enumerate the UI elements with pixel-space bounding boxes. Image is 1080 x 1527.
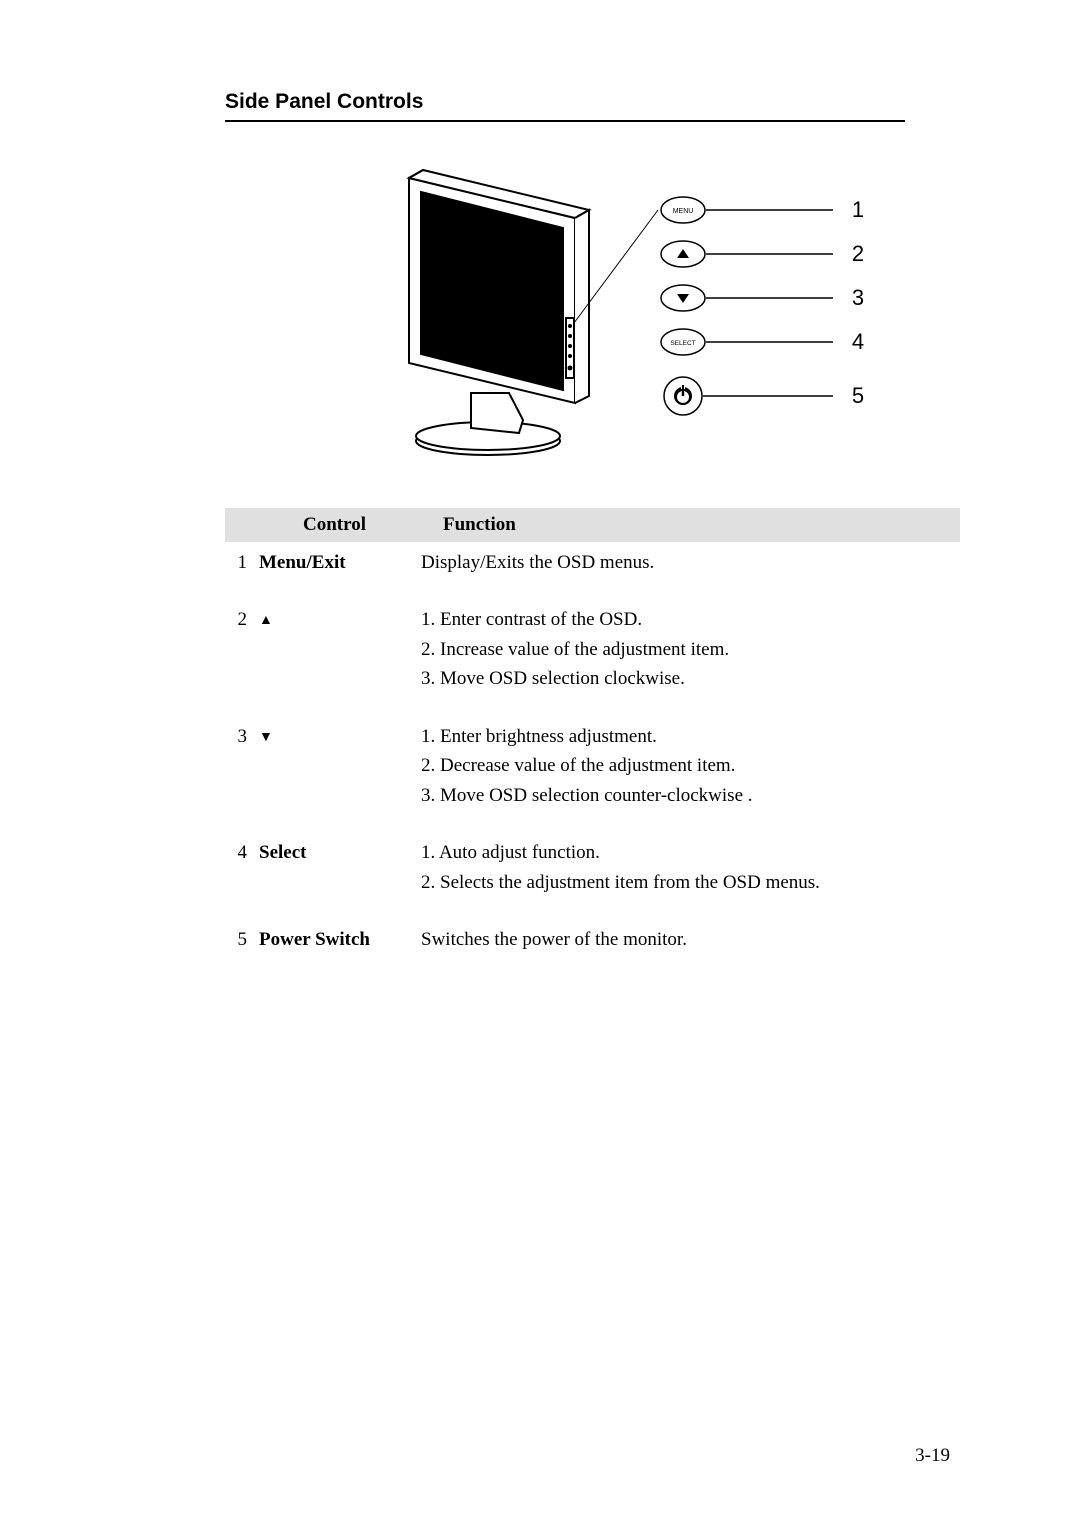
callout-4: 4 (851, 329, 863, 354)
header-control: Control (253, 514, 421, 536)
row-number: 3 (225, 722, 253, 810)
callout-1: 1 (851, 197, 863, 222)
function-line: 1. Enter brightness adjustment. (421, 722, 960, 751)
row-function: 1. Auto adjust function.2. Selects the a… (421, 838, 960, 897)
row-number: 4 (225, 838, 253, 897)
function-line: 2. Decrease value of the adjustment item… (421, 751, 960, 780)
row-control: ▼ (253, 722, 421, 810)
row-function: 1. Enter contrast of the OSD.2. Increase… (421, 605, 960, 693)
header-function: Function (421, 514, 960, 536)
function-line: 1. Auto adjust function. (421, 838, 960, 867)
row-number: 5 (225, 925, 253, 954)
function-line: 2. Increase value of the adjustment item… (421, 635, 960, 664)
controls-table: Control Function 1Menu/ExitDisplay/Exits… (225, 508, 960, 976)
table-header: Control Function (225, 508, 960, 542)
triangle-down-icon: ▼ (259, 727, 273, 749)
row-number: 1 (225, 548, 253, 577)
callout-3: 3 (851, 285, 863, 310)
row-control: ▲ (253, 605, 421, 693)
function-line: 3. Move OSD selection clockwise. (421, 664, 960, 693)
function-line: 3. Move OSD selection counter-clockwise … (421, 781, 960, 810)
callout-5: 5 (851, 383, 863, 408)
callout-2: 2 (851, 241, 863, 266)
row-function: 1. Enter brightness adjustment.2. Decrea… (421, 722, 960, 810)
function-line: Switches the power of the monitor. (421, 925, 960, 954)
table-row: 1Menu/ExitDisplay/Exits the OSD menus. (225, 542, 960, 599)
table-row: 4Select1. Auto adjust function.2. Select… (225, 832, 960, 919)
section-title: Side Panel Controls (225, 90, 905, 122)
row-function: Display/Exits the OSD menus. (421, 548, 960, 577)
select-button-label: SELECT (670, 340, 695, 347)
table-row: 5Power SwitchSwitches the power of the m… (225, 919, 960, 976)
table-row: 3 ▼ 1. Enter brightness adjustment.2. Decr… (225, 716, 960, 832)
monitor-diagram: MENU 1 2 3 SELECT 4 (313, 158, 873, 468)
function-line: 1. Enter contrast of the OSD. (421, 605, 960, 634)
page-number: 3-19 (915, 1445, 950, 1467)
triangle-up-icon: ▲ (259, 610, 273, 632)
menu-button-label: MENU (672, 208, 693, 215)
row-function: Switches the power of the monitor. (421, 925, 960, 954)
function-line: Display/Exits the OSD menus. (421, 548, 960, 577)
table-row: 2 ▲ 1. Enter contrast of the OSD.2. Increa… (225, 599, 960, 715)
function-line: 2. Selects the adjustment item from the … (421, 868, 960, 897)
row-control: Power Switch (253, 925, 421, 954)
row-control: Select (253, 838, 421, 897)
row-control: Menu/Exit (253, 548, 421, 577)
row-number: 2 (225, 605, 253, 693)
diagram-container: MENU 1 2 3 SELECT 4 (225, 158, 960, 468)
